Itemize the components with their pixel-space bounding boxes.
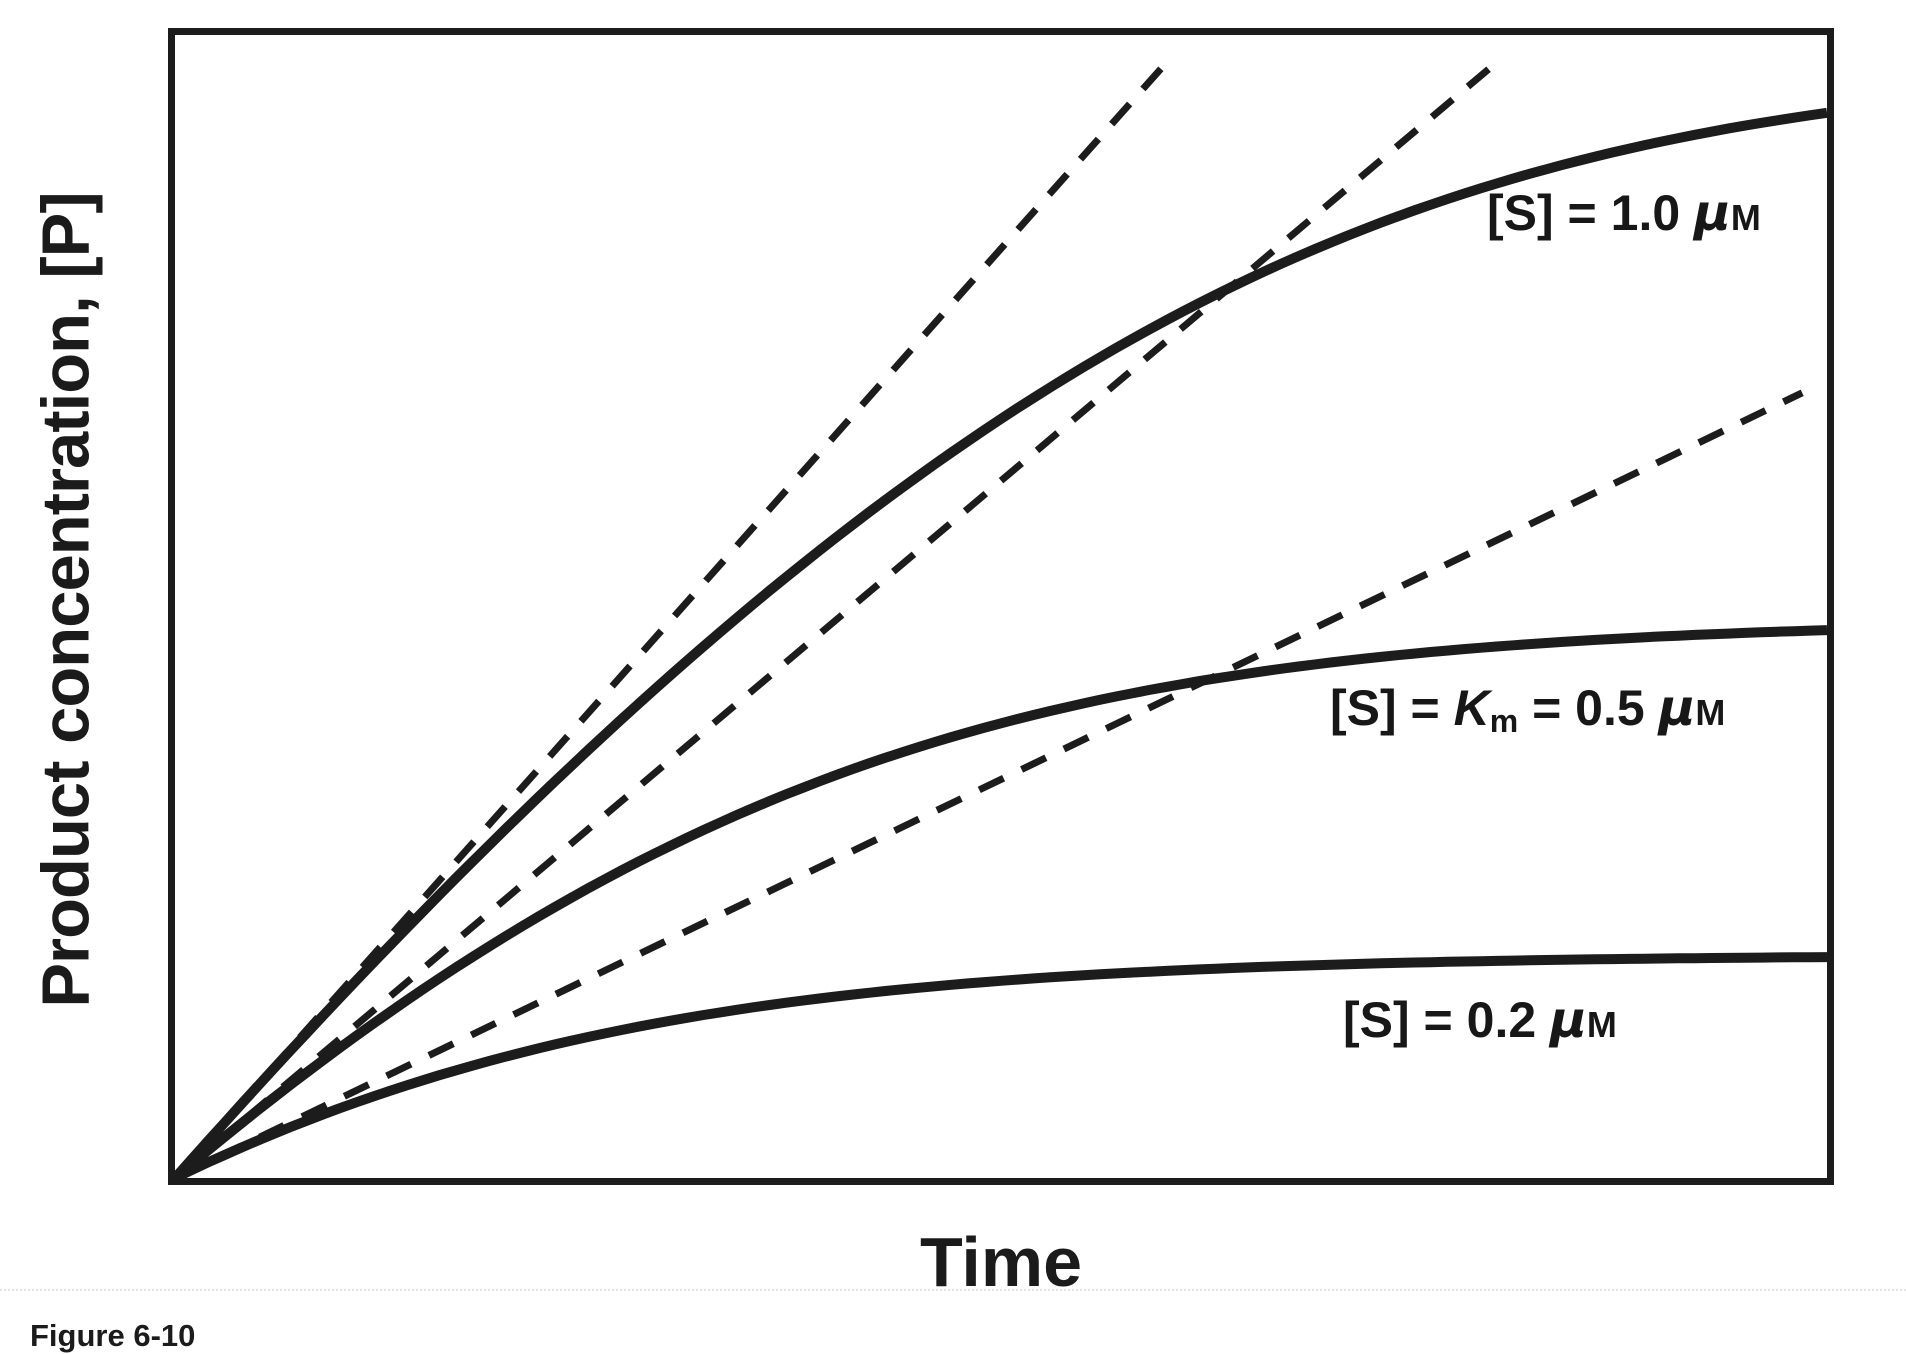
unit-M: M xyxy=(1695,692,1727,733)
initial-rate-tangent-0.2 xyxy=(175,389,1804,1178)
mu-symbol: μ xyxy=(1694,184,1731,242)
y-axis-label: Product concentration, [P] xyxy=(28,192,104,1008)
bottom-divider xyxy=(0,1289,1906,1291)
label-text: [S] = 1.0 xyxy=(1487,185,1695,241)
progress-curve-1 xyxy=(175,107,1827,1178)
progress-curve-0.5 xyxy=(175,625,1827,1178)
plot-area-svg xyxy=(175,59,1827,1178)
curve-label-1: [S] = 1.0 μM xyxy=(1487,184,1762,242)
label-text: = 0.5 xyxy=(1518,680,1659,736)
label-text: [S] = 0.2 xyxy=(1343,992,1551,1048)
unit-M: M xyxy=(1586,1004,1618,1045)
curve-label-0.2: [S] = 0.2 μM xyxy=(1343,991,1618,1049)
mu-symbol: μ xyxy=(1658,679,1696,737)
curve-label-0.5: [S] = Km = 0.5 μM xyxy=(1330,679,1726,740)
x-axis-label: Time xyxy=(919,1223,1083,1301)
figure-caption: Figure 6-10 xyxy=(30,1318,196,1353)
km-subscript: m xyxy=(1489,703,1519,740)
progress-curve-0.2 xyxy=(175,952,1827,1178)
km-symbol: K xyxy=(1453,680,1490,736)
plot-frame xyxy=(168,28,1834,1185)
initial-rate-tangent-0.5 xyxy=(175,59,1499,1178)
label-text: [S] = xyxy=(1330,680,1454,736)
unit-M: M xyxy=(1730,197,1762,238)
mu-symbol: μ xyxy=(1550,991,1587,1049)
